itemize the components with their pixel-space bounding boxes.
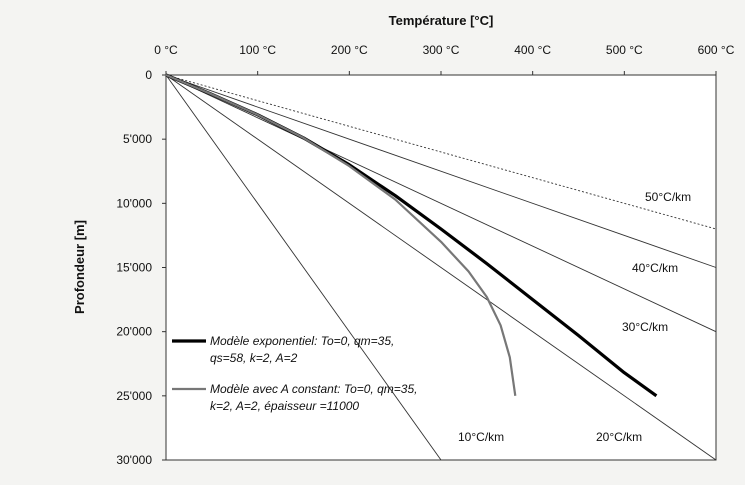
legend-label-constant-a: k=2, A=2, épaisseur =11000 <box>210 399 359 413</box>
legend: Modèle exponentiel: To=0, qm=35, qs=58, k… <box>172 334 417 413</box>
x-tick-label: 200 °C <box>331 43 368 57</box>
x-tick-label: 500 °C <box>606 43 643 57</box>
y-tick-label: 20'000 <box>116 325 152 339</box>
gradient-label-10-c-km: 10°C/km <box>458 430 504 444</box>
y-axis-title: Profondeur [m] <box>72 220 87 314</box>
legend-label-constant-a: Modèle avec A constant: To=0, qm=35, <box>210 382 417 396</box>
y-tick-label: 30'000 <box>116 453 152 467</box>
x-tick-label: 0 °C <box>154 43 178 57</box>
x-tick-labels: 0 °C 100 °C 200 °C 300 °C 400 °C 500 °C 600 °C <box>154 43 735 75</box>
x-tick-label: 100 °C <box>239 43 276 57</box>
gradient-label-20-c-km: 20°C/km <box>596 430 642 444</box>
y-tick-label: 15'000 <box>116 261 152 275</box>
model-curves <box>165 73 658 398</box>
x-tick-label: 300 °C <box>423 43 460 57</box>
constant-a-model-curve <box>165 73 517 396</box>
gradient-lines: 10°C/km 20°C/km 30°C/km 40°C/km 50°C/km <box>165 74 717 461</box>
y-tick-label: 10'000 <box>116 196 152 210</box>
gradient-label-40-c-km: 40°C/km <box>632 261 678 275</box>
legend-label-exponential: Modèle exponentiel: To=0, qm=35, <box>210 334 394 348</box>
gradient-label-30-c-km: 30°C/km <box>622 320 668 334</box>
gradient-line-20-c-km <box>165 74 717 461</box>
gradient-line-10-c-km <box>165 74 442 461</box>
y-tick-label: 5'000 <box>123 132 152 146</box>
x-axis-title: Température [°C] <box>389 13 494 28</box>
y-tick-label: 25'000 <box>116 389 152 403</box>
gradient-line-40-c-km <box>165 74 717 268</box>
y-tick-labels: 0 5'000 10'000 15'000 20'000 25'000 30'000 <box>116 68 166 467</box>
gradient-label-50-c-km: 50°C/km <box>645 190 691 204</box>
x-tick-label: 600 °C <box>698 43 735 57</box>
x-tick-label: 400 °C <box>514 43 551 57</box>
gradient-line-50-c-km <box>165 74 717 230</box>
legend-label-exponential: qs=58, k=2, A=2 <box>210 351 298 365</box>
gradient-line-30-c-km <box>165 74 717 333</box>
y-tick-label: 0 <box>145 68 152 82</box>
